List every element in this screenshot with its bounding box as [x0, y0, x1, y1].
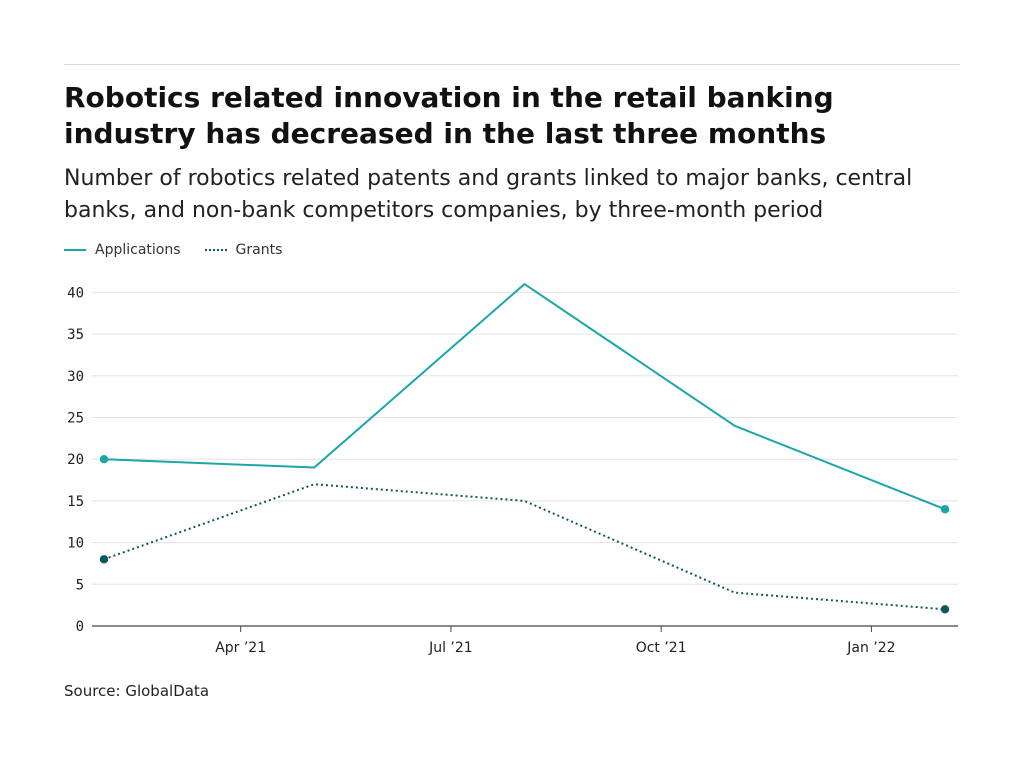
legend-label-grants: Grants	[235, 242, 283, 258]
legend-swatch-applications	[64, 249, 86, 251]
y-tick-label-35: 35	[67, 327, 84, 343]
point-grants-4	[940, 605, 950, 614]
x-tick-label-0: Apr ’21	[215, 640, 266, 656]
series-line-applications	[103, 283, 946, 511]
legend-item-applications: Applications	[64, 242, 181, 258]
y-tick-label-40: 40	[67, 285, 84, 301]
x-tick-label-3: Jan ’22	[846, 640, 895, 656]
x-tick-label-2: Oct ’21	[636, 640, 687, 656]
top-divider	[64, 64, 960, 65]
line-chart: 0 5 10 15 20 25 30 35 40 Apr ’21 Jul ’21 Oct ’21 Jan…	[67, 283, 958, 656]
source-note: Source: GlobalData	[64, 682, 210, 700]
legend-label-applications: Applications	[95, 242, 181, 258]
y-tick-label-0: 0	[76, 619, 84, 635]
y-tick-label-10: 10	[67, 536, 84, 552]
legend-item-grants: Grants	[204, 242, 283, 258]
chart-subtitle: Number of robotics related patents and g…	[64, 166, 913, 223]
y-tick-label-25: 25	[67, 411, 84, 427]
y-tick-label-15: 15	[67, 494, 84, 510]
chart-title: Robotics related innovation in the retai…	[64, 81, 834, 150]
series-line-grants	[103, 483, 946, 611]
legend-swatch-grants	[204, 249, 227, 251]
y-tick-label-5: 5	[76, 577, 84, 593]
point-grants-0	[99, 555, 109, 564]
point-applications-0	[99, 455, 109, 464]
x-tick-label-1: Jul ’21	[428, 640, 473, 656]
y-tick-label-20: 20	[67, 452, 84, 468]
point-applications-4	[940, 505, 950, 514]
y-tick-label-30: 30	[67, 369, 84, 385]
legend: Applications Grants	[64, 242, 306, 258]
